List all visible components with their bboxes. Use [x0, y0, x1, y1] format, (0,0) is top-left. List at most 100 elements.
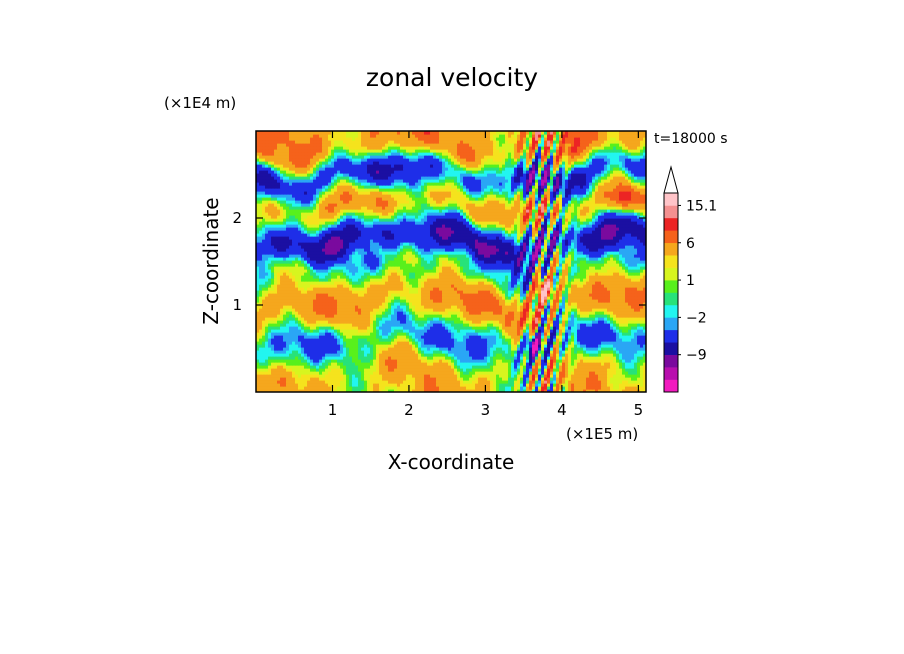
contour-cell [598, 311, 602, 315]
contour-cell [361, 326, 365, 330]
contour-cell [322, 335, 326, 339]
contour-cell [589, 380, 593, 384]
contour-cell [463, 374, 467, 378]
contour-cell [322, 338, 326, 342]
contour-cell [358, 365, 362, 369]
contour-cell [586, 386, 590, 390]
contour-cell [382, 320, 386, 324]
contour-cell [328, 317, 332, 321]
contour-cell [421, 368, 425, 372]
contour-cell [364, 305, 368, 309]
contour-cell [409, 341, 413, 345]
contour-cell [403, 281, 407, 285]
contour-cell [340, 314, 344, 318]
contour-cell [430, 308, 434, 312]
contour-cell [409, 305, 413, 309]
contour-cell [637, 377, 641, 381]
contour-cell [292, 377, 296, 381]
contour-cell [523, 347, 527, 351]
contour-cell [421, 293, 425, 297]
contour-cell [460, 362, 464, 366]
contour-cell [637, 296, 641, 300]
contour-cell [256, 341, 260, 345]
contour-cell [409, 374, 413, 378]
contour-cell [553, 335, 557, 339]
contour-cell [457, 365, 461, 369]
contour-cell [409, 308, 413, 312]
contour-cell [628, 287, 632, 291]
contour-cell [265, 290, 269, 294]
contour-cell [529, 368, 533, 372]
contour-cell [592, 308, 596, 312]
contour-cell [295, 365, 299, 369]
contour-cell [457, 368, 461, 372]
contour-cell [538, 365, 542, 369]
contour-cell [319, 323, 323, 327]
contour-cell [505, 293, 509, 297]
contour-cell [532, 320, 536, 324]
contour-cell [301, 281, 305, 285]
contour-cell [637, 302, 641, 306]
contour-cell [526, 302, 530, 306]
contour-cell [328, 371, 332, 375]
contour-cell [316, 323, 320, 327]
contour-cell [421, 347, 425, 351]
contour-cell [391, 293, 395, 297]
contour-cell [424, 347, 428, 351]
contour-cell [373, 335, 377, 339]
contour-cell [406, 305, 410, 309]
contour-cell [640, 389, 644, 392]
contour-cell [526, 308, 530, 312]
contour-cell [433, 335, 437, 339]
contour-cell [259, 332, 263, 336]
contour-cell [289, 368, 293, 372]
contour-cell [589, 374, 593, 378]
contour-cell [364, 377, 368, 381]
contour-cell [409, 302, 413, 306]
contour-cell [553, 374, 557, 378]
contour-cell [280, 332, 284, 336]
contour-cell [586, 302, 590, 306]
contour-cell [595, 281, 599, 285]
contour-cell [358, 380, 362, 384]
contour-cell [535, 380, 539, 384]
contour-cell [601, 341, 605, 345]
contour-cell [571, 344, 575, 348]
contour-cell [643, 332, 646, 336]
contour-cell [268, 362, 272, 366]
contour-cell [433, 380, 437, 384]
contour-cell [592, 347, 596, 351]
contour-cell [598, 299, 602, 303]
contour-cell [331, 320, 335, 324]
contour-cell [340, 332, 344, 336]
contour-cell [277, 347, 281, 351]
contour-cell [382, 335, 386, 339]
contour-cell [523, 383, 527, 387]
contour-cell [409, 350, 413, 354]
contour-cell [382, 326, 386, 330]
contour-cell [451, 326, 455, 330]
contour-cell [508, 347, 512, 351]
contour-cell [310, 308, 314, 312]
contour-cell [538, 344, 542, 348]
contour-cell [307, 320, 311, 324]
contour-cell [481, 383, 485, 387]
contour-cell [439, 326, 443, 330]
contour-cell [643, 341, 646, 345]
contour-cell [367, 308, 371, 312]
contour-cell [361, 317, 365, 321]
contour-cell [373, 275, 377, 279]
contour-cell [445, 287, 449, 291]
contour-cell [358, 290, 362, 294]
contour-cell [361, 341, 365, 345]
contour-cell [553, 338, 557, 342]
contour-cell [322, 305, 326, 309]
contour-cell [475, 311, 479, 315]
contour-cell [265, 302, 269, 306]
contour-cell [511, 281, 515, 285]
contour-cell [631, 296, 635, 300]
contour-cell [637, 326, 641, 330]
contour-cell [445, 347, 449, 351]
contour-cell [409, 353, 413, 357]
contour-cell [448, 383, 452, 387]
